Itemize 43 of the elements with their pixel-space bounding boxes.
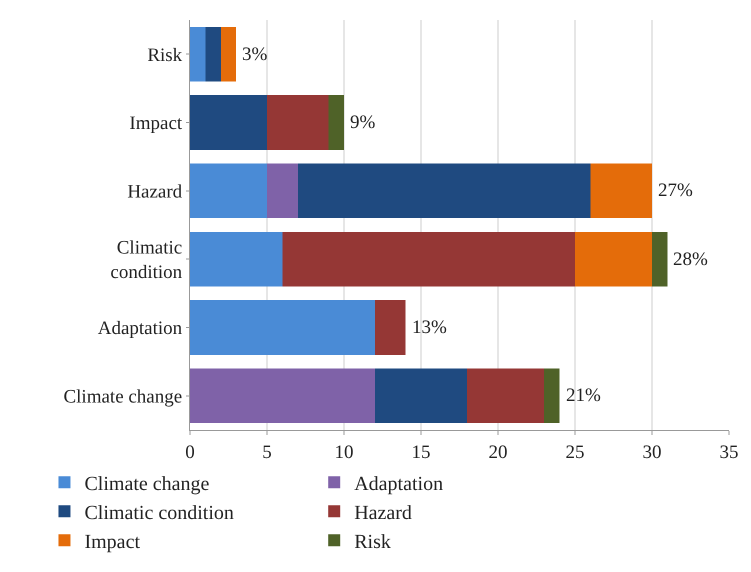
y-tick-label: Hazard — [127, 181, 183, 202]
x-tick-label: 15 — [412, 442, 430, 463]
bar — [575, 232, 652, 286]
x-tick-label: 20 — [488, 442, 508, 463]
legend-label: Adaptation — [354, 473, 444, 496]
bar — [282, 232, 575, 286]
bar — [267, 95, 329, 150]
bar — [374, 368, 468, 424]
x-tick-label: 5 — [262, 442, 272, 463]
bar — [190, 300, 375, 355]
total-label: 3% — [242, 44, 268, 65]
total-label: 27% — [658, 180, 693, 201]
legend-label: Hazard — [354, 502, 412, 524]
x-tick-label: 25 — [566, 442, 584, 463]
total-label: 28% — [673, 249, 708, 270]
bar — [298, 164, 590, 218]
bar — [190, 26, 206, 82]
bar — [328, 95, 344, 150]
bar — [205, 26, 221, 82]
total-label: 21% — [566, 385, 601, 406]
y-tick-label: Risk — [147, 44, 183, 66]
legend-label: Risk — [354, 531, 391, 554]
y-tick-label: Adaptation — [98, 318, 183, 340]
x-tick-label: 30 — [642, 442, 662, 463]
bar — [374, 300, 406, 355]
y-tick-label: Climate change — [63, 386, 182, 408]
y-tick-label: Impact — [129, 113, 183, 134]
total-label: 13% — [412, 317, 447, 338]
bar — [190, 368, 375, 424]
bar — [190, 95, 267, 150]
x-tick-label: 35 — [720, 442, 738, 463]
total-label: 9% — [350, 112, 376, 133]
x-tick-label: 0 — [185, 442, 195, 463]
bar — [590, 164, 652, 218]
bar — [544, 368, 560, 424]
y-tick-label: Climatic condition — [110, 237, 183, 284]
bar — [220, 26, 236, 82]
bar — [190, 164, 267, 218]
bar — [267, 164, 298, 218]
x-tick-label: 10 — [334, 442, 354, 463]
bar — [467, 368, 544, 424]
bar — [652, 232, 668, 286]
bar — [190, 232, 282, 286]
